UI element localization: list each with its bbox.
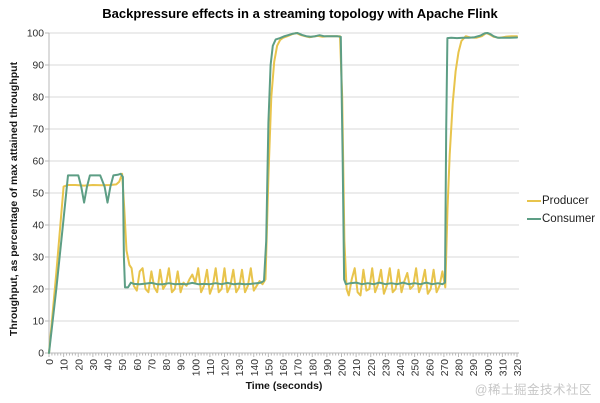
y-tick-label: 70 — [33, 125, 45, 136]
producer-line-swatch — [527, 199, 541, 203]
gridlines — [49, 32, 519, 322]
legend-item-consumer: Consumer — [527, 213, 595, 225]
x-tick-label: 280 — [455, 359, 466, 376]
x-tick-label: 90 — [177, 359, 188, 371]
series-line-consumer — [48, 32, 518, 354]
x-tick-label: 40 — [104, 359, 115, 371]
x-tick-label: 220 — [367, 359, 378, 376]
x-tick-label: 160 — [279, 359, 290, 376]
legend-item-producer: Producer — [527, 195, 595, 207]
legend: Producer Consumer — [527, 195, 595, 225]
legend-label-producer: Producer — [542, 195, 589, 207]
x-tick-label: 120 — [221, 359, 232, 376]
y-axis-title: Throughput, as percentage of max attaine… — [8, 61, 20, 337]
y-tick-label: 0 — [38, 349, 44, 360]
x-tick-label: 240 — [396, 359, 407, 376]
x-tick-label: 300 — [484, 359, 495, 376]
x-tick-label: 100 — [191, 359, 202, 376]
x-tick-label: 0 — [45, 359, 56, 365]
x-tick-label: 130 — [235, 359, 246, 376]
x-tick-label: 270 — [440, 359, 451, 376]
axes — [45, 32, 519, 357]
x-tick-label: 230 — [381, 359, 392, 376]
x-tick-label: 170 — [294, 359, 305, 376]
consumer-line-swatch — [527, 217, 541, 221]
x-tick-label: 20 — [74, 359, 85, 371]
chart-title: Backpressure effects in a streaming topo… — [102, 6, 498, 21]
x-tick-label: 210 — [352, 359, 363, 376]
x-tick-label: 200 — [338, 359, 349, 376]
y-tick-label: 20 — [33, 285, 45, 296]
x-tick-label: 290 — [469, 359, 480, 376]
x-tick-label: 60 — [133, 359, 144, 371]
x-tick-label: 190 — [323, 359, 334, 376]
watermark: @稀土掘金技术社区 — [474, 383, 592, 397]
x-tick-label: 150 — [264, 359, 275, 376]
x-tick-label: 50 — [118, 359, 129, 371]
x-tick-label: 310 — [498, 359, 509, 376]
y-tick-label: 30 — [33, 253, 45, 264]
y-tick-label: 50 — [33, 189, 45, 200]
y-tick-label: 90 — [33, 61, 45, 72]
x-axis-title: Time (seconds) — [245, 380, 323, 392]
x-tick-label: 80 — [162, 359, 173, 371]
x-tick-label: 260 — [425, 359, 436, 376]
x-tick-label: 110 — [206, 359, 217, 376]
y-tick-label: 40 — [33, 221, 45, 232]
x-tick-label: 30 — [89, 359, 100, 371]
y-tick-label: 10 — [33, 317, 45, 328]
y-tick-label: 60 — [33, 157, 45, 168]
x-tick-label: 180 — [308, 359, 319, 376]
legend-label-consumer: Consumer — [542, 213, 596, 225]
x-tick-label: 10 — [60, 359, 71, 371]
y-tick-label: 100 — [27, 29, 44, 40]
x-tick-label: 320 — [513, 359, 524, 376]
y-tick-label: 80 — [33, 93, 45, 104]
x-tick-label: 70 — [147, 359, 158, 371]
x-tick-label: 140 — [250, 359, 261, 376]
x-tick-label: 250 — [411, 359, 422, 376]
